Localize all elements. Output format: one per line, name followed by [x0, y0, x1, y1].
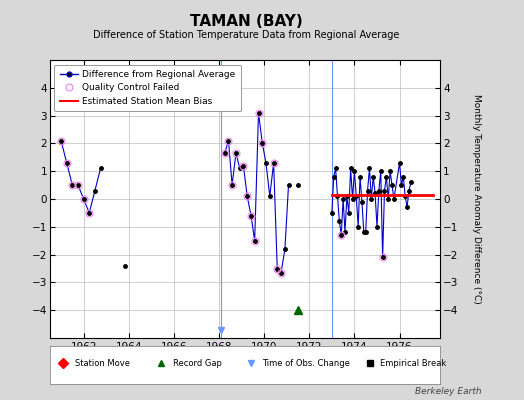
- Text: Record Gap: Record Gap: [173, 358, 222, 368]
- Y-axis label: Monthly Temperature Anomaly Difference (°C): Monthly Temperature Anomaly Difference (…: [472, 94, 481, 304]
- Text: Empirical Break: Empirical Break: [380, 358, 446, 368]
- Text: Station Move: Station Move: [75, 358, 130, 368]
- Legend: Difference from Regional Average, Quality Control Failed, Estimated Station Mean: Difference from Regional Average, Qualit…: [54, 64, 241, 111]
- Text: Time of Obs. Change: Time of Obs. Change: [263, 358, 351, 368]
- Text: TAMAN (BAY): TAMAN (BAY): [190, 14, 303, 29]
- Text: Berkeley Earth: Berkeley Earth: [416, 387, 482, 396]
- Text: Difference of Station Temperature Data from Regional Average: Difference of Station Temperature Data f…: [93, 30, 399, 40]
